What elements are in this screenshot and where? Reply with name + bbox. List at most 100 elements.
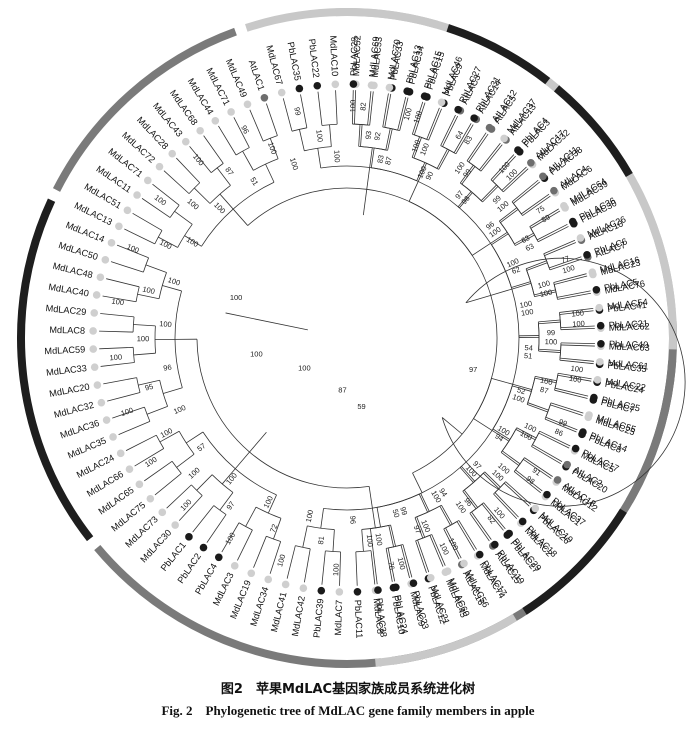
- branch-line: [531, 446, 561, 465]
- leaf-marker-md: [500, 134, 508, 143]
- bootstrap-value: 100: [137, 334, 150, 343]
- branch-line: [511, 281, 531, 288]
- branch-line: [554, 389, 588, 399]
- branch-line: [216, 167, 231, 186]
- branch-line: [233, 117, 250, 148]
- leaf-label: MdLAC33: [46, 363, 88, 378]
- branch-line: [459, 164, 474, 184]
- leaf-marker-md: [133, 191, 141, 199]
- bootstrap-value: 57: [195, 441, 207, 453]
- branch-line: [184, 235, 202, 247]
- branch-line: [414, 517, 424, 539]
- bootstrap-value: 100: [125, 242, 140, 255]
- branch-line: [479, 142, 501, 171]
- group-ring-9: [631, 183, 677, 350]
- bootstrap-value: 62: [510, 265, 521, 276]
- branch-arc: [441, 257, 686, 507]
- branch-line: [110, 261, 144, 273]
- bootstrap-value: 100: [570, 364, 584, 375]
- bootstrap-value: 100: [275, 553, 287, 568]
- branch-line: [368, 486, 373, 509]
- branch-line: [416, 162, 426, 181]
- branch-line: [384, 93, 392, 128]
- bootstrap-value: 97: [412, 524, 423, 535]
- leaf-marker-md: [143, 176, 152, 185]
- bootstrap-value: 100: [332, 150, 342, 163]
- leaf-label: PbLAC40: [609, 339, 649, 350]
- leaf-marker-pb: [349, 80, 358, 88]
- branch-line: [426, 107, 440, 140]
- branch-line: [457, 191, 472, 207]
- leaf-marker-md: [437, 98, 446, 107]
- leaf-marker-md: [115, 222, 123, 231]
- leaf-marker-md: [196, 126, 204, 135]
- branch-arc: [499, 220, 515, 245]
- branch-line: [559, 307, 594, 313]
- branch-line: [245, 506, 257, 527]
- branch-line: [352, 90, 354, 125]
- branch-line: [550, 404, 583, 416]
- leaf-label: PbLAC22: [307, 38, 322, 78]
- bootstrap-value: 100: [191, 152, 206, 167]
- branch-line: [471, 242, 491, 256]
- branch-line: [194, 187, 211, 204]
- branch-line: [415, 540, 427, 574]
- branch-line: [112, 406, 145, 419]
- branch-line: [370, 550, 376, 585]
- bootstrap-value: 87: [539, 385, 549, 396]
- branch-line: [163, 170, 190, 194]
- branch-line: [462, 490, 477, 509]
- branch-line: [521, 193, 550, 215]
- bootstrap-value: 100: [419, 519, 432, 534]
- branch-line: [500, 452, 520, 466]
- branch-line: [282, 98, 293, 132]
- branch-line: [106, 278, 140, 288]
- branch-line: [553, 273, 587, 283]
- bootstrap-value: 95: [144, 382, 154, 393]
- leaf-marker-pb: [295, 84, 304, 93]
- bootstrap-value: 99: [292, 106, 303, 116]
- branch-line: [530, 210, 561, 229]
- leaf-label: MdLAC50: [57, 240, 99, 262]
- branch-line: [332, 529, 335, 552]
- branch-arc: [545, 402, 552, 418]
- leaf-marker-md: [576, 234, 585, 242]
- leaf-marker-pb: [392, 583, 400, 592]
- bootstrap-value: 100: [511, 392, 526, 405]
- branch-line: [362, 189, 368, 216]
- branch-line: [265, 163, 275, 183]
- bootstrap-value: 100: [266, 141, 279, 156]
- branch-line: [503, 168, 529, 193]
- branch-line: [225, 312, 308, 331]
- bootstrap-value: 96: [348, 516, 357, 525]
- leaf-marker-pb: [403, 87, 411, 96]
- group-ring-11: [522, 508, 627, 615]
- leaf-marker-pb: [571, 444, 580, 453]
- branch-line: [537, 223, 568, 241]
- bootstrap-value: 100: [520, 307, 534, 318]
- bootstrap-value: 100: [412, 110, 424, 125]
- leaf-label: MdLAC42: [290, 595, 307, 637]
- leaf-label: MdLAC61: [607, 358, 649, 372]
- branch-line: [411, 101, 424, 135]
- branch-arc: [144, 406, 151, 422]
- branch-line: [492, 428, 511, 440]
- leaf-marker-pb: [420, 92, 429, 100]
- branch-line: [549, 256, 582, 269]
- bootstrap-value: 97: [224, 500, 236, 512]
- leaf-marker-pb: [475, 550, 484, 559]
- leaf-label: MdLAC63: [609, 342, 650, 353]
- branch-arc: [188, 182, 201, 194]
- branch-arc: [155, 434, 165, 449]
- branch-line: [558, 372, 592, 380]
- branch-line: [490, 288, 513, 296]
- branch-line: [459, 467, 474, 483]
- branch-line: [471, 511, 492, 540]
- leaf-label: PbLAC35: [607, 360, 647, 374]
- group-ring-6: [245, 8, 438, 32]
- branch-line: [339, 551, 341, 586]
- branch-line: [372, 550, 378, 585]
- branch-line: [320, 508, 324, 529]
- branch-line: [439, 505, 451, 526]
- branch-line: [484, 471, 501, 488]
